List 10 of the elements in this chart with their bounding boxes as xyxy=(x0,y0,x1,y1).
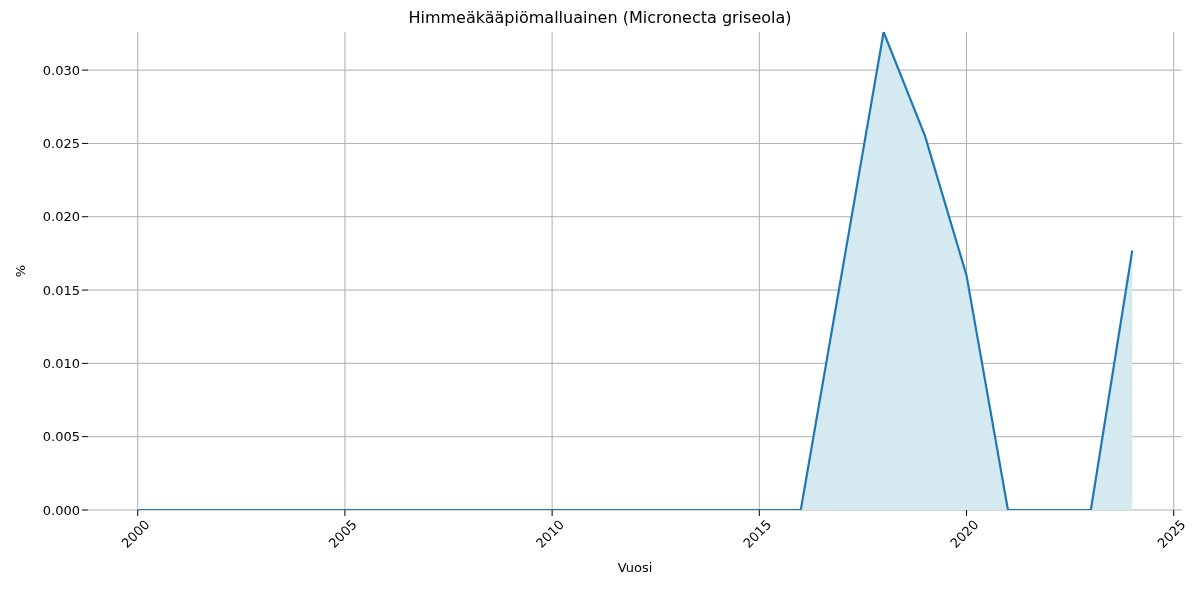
y-axis-title: % xyxy=(12,264,28,278)
y-tick-label: 0.015 xyxy=(42,282,80,298)
y-tick-label: 0.010 xyxy=(42,355,80,371)
y-tick-label: 0.025 xyxy=(42,136,80,152)
chart-title: Himmeäkääpiömalluainen (Micronecta griseola) xyxy=(407,8,793,29)
y-tick-label: 0.030 xyxy=(42,62,80,78)
y-tick-label: 0.005 xyxy=(42,429,80,445)
x-axis-title: Vuosi xyxy=(617,560,653,575)
y-tick-label: 0.000 xyxy=(42,502,80,518)
y-tick-label: 0.020 xyxy=(42,209,80,225)
